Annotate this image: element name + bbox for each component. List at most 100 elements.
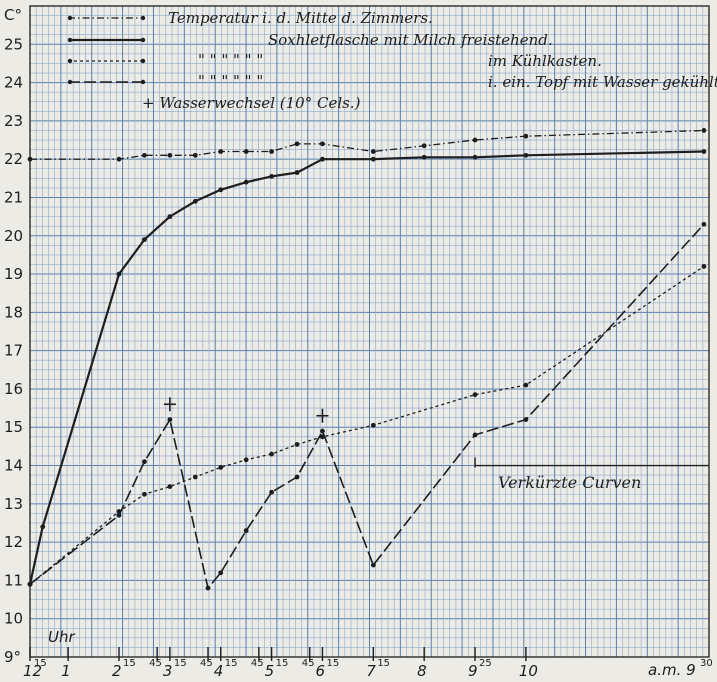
legend-marker (67, 15, 73, 21)
legend-marker (140, 79, 146, 85)
data-point (243, 149, 249, 154)
x-tick-sup-label: 45 (149, 658, 162, 669)
data-point (243, 457, 249, 463)
y-tick-label: 24 (4, 74, 23, 92)
legend-marker (67, 79, 73, 85)
y-tick-label: 10 (4, 610, 23, 628)
data-point (701, 221, 707, 227)
y-unit-label: C° (4, 6, 22, 24)
x-tick-label: 9 (468, 662, 478, 680)
legend-label-1: Temperatur i. d. Mitte d. Zimmers. (168, 9, 433, 27)
data-point (192, 198, 198, 204)
data-point (523, 152, 529, 158)
x-end-label-sup: 30 (700, 658, 713, 669)
x-tick-label: 8 (417, 662, 427, 680)
legend-marker (67, 58, 73, 64)
data-point (40, 524, 46, 530)
data-point (421, 154, 427, 160)
data-point (243, 528, 249, 534)
series-line-4 (29, 223, 705, 589)
series-line-3 (29, 265, 705, 585)
y-tick-label: 14 (4, 457, 23, 475)
data-point (167, 152, 173, 158)
data-point (142, 152, 147, 158)
data-point (116, 512, 122, 518)
y-tick-label: 21 (4, 188, 23, 206)
y-tick-label: 11 (4, 571, 23, 589)
x-tick-label: 10 (519, 662, 538, 680)
x-tick-sup-label: 15 (377, 658, 390, 669)
data-point (294, 141, 300, 147)
y-tick-label: 25 (4, 35, 23, 53)
data-point (27, 156, 33, 162)
y-tick-label: 23 (4, 112, 23, 130)
x-tick-label: 3 (163, 662, 173, 680)
data-point (218, 465, 224, 470)
x-tick-label: 1 (61, 662, 71, 680)
y-tick-label: 20 (4, 227, 23, 245)
legend-marker (140, 15, 146, 21)
legend-ditto-3: " " " " " " (198, 51, 263, 69)
data-point (320, 434, 325, 440)
data-point (218, 187, 224, 193)
data-point (167, 484, 173, 489)
x-end-label-group: a.m. 9 30 (648, 658, 713, 679)
data-point (192, 152, 198, 158)
data-point (167, 417, 173, 422)
data-point (370, 562, 376, 568)
x-tick-sup-label: 45 (302, 658, 315, 669)
data-point (205, 585, 211, 591)
x-tick-label: 6 (315, 662, 325, 680)
legend-label-3: im Kühlkasten. (488, 52, 602, 70)
data-point (269, 451, 274, 457)
data-point (523, 133, 529, 139)
data-point (142, 459, 147, 465)
data-point (370, 149, 376, 154)
plot-border (29, 5, 710, 658)
data-point (167, 214, 173, 220)
y-tick-label: 17 (4, 342, 23, 360)
x-end-label: a.m. 9 (648, 661, 696, 679)
x-unit-label: Uhr (48, 628, 75, 646)
water-change-label: + Wasserwechsel (10° Cels.) (142, 94, 361, 112)
x-tick-sup-label: 15 (326, 658, 339, 669)
x-tick-label: 2 (112, 662, 122, 680)
data-point (116, 509, 122, 514)
x-tick-sup-label: 15 (276, 658, 289, 669)
data-point (116, 271, 122, 277)
y-tick-label: 9° (4, 648, 21, 666)
data-point (701, 149, 707, 154)
x-tick-sup-label: 15 (174, 658, 187, 669)
y-tick-label: 12 (4, 533, 23, 551)
verkurzte-curven-annotation: Verkürzte Curven (498, 473, 641, 492)
data-point (320, 428, 325, 434)
data-point (27, 581, 33, 587)
data-point (320, 156, 325, 162)
series-line-2 (28, 150, 704, 585)
x-tick-sup-label: 45 (200, 658, 213, 669)
data-point (472, 392, 478, 398)
x-tick-sup-label: 15 (225, 658, 238, 669)
legend: Temperatur i. d. Mitte d. Zimmers. Soxhle… (67, 9, 717, 91)
y-tick-label: 18 (4, 303, 23, 321)
x-tick-sup-label: 45 (251, 658, 264, 669)
data-point (523, 417, 529, 422)
x-tick-sup-label: 15 (34, 658, 47, 669)
x-tick-label: 5 (265, 662, 275, 680)
data-point (142, 491, 147, 497)
x-tick-label: 12 (23, 662, 42, 680)
data-point (192, 474, 198, 480)
data-point (269, 489, 274, 495)
data-point (142, 237, 147, 242)
data-point (294, 442, 300, 447)
x-tick-label: 7 (366, 662, 376, 680)
y-tick-label: 16 (4, 380, 23, 398)
data-point (218, 570, 224, 576)
data-point (472, 432, 478, 438)
legend-label-4: i. ein. Topf mit Wasser gekühlt. (488, 73, 717, 91)
x-tick-label: 4 (214, 662, 224, 680)
data-point (218, 149, 224, 154)
